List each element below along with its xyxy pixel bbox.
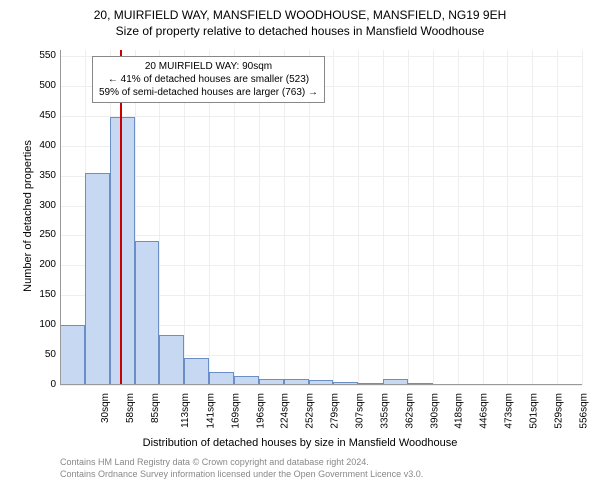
- attribution-line1: Contains HM Land Registry data © Crown c…: [60, 457, 423, 469]
- x-tick-label: 473sqm: [504, 393, 515, 429]
- y-tick-label: 450: [28, 110, 56, 121]
- callout-line1: 20 MUIRFIELD WAY: 90sqm: [99, 60, 318, 73]
- x-tick-label: 113sqm: [180, 393, 191, 428]
- gridline-v: [532, 50, 533, 385]
- x-tick-label: 446sqm: [479, 393, 490, 429]
- gridline-v: [507, 50, 508, 385]
- x-tick-label: 556sqm: [578, 393, 589, 429]
- y-tick-label: 550: [28, 50, 56, 61]
- y-tick-label: 100: [28, 319, 56, 330]
- y-axis-line: [60, 50, 61, 385]
- x-tick-label: 362sqm: [404, 393, 415, 429]
- x-tick-label: 196sqm: [255, 393, 266, 429]
- histogram-bar: [184, 358, 209, 385]
- x-tick-label: 418sqm: [454, 393, 465, 429]
- gridline-h: [60, 206, 582, 207]
- histogram-bar: [135, 241, 160, 385]
- y-axis-label: Number of detached properties: [22, 126, 34, 306]
- x-tick-label: 501sqm: [529, 393, 540, 429]
- x-tick-label: 307sqm: [355, 393, 366, 429]
- x-tick-label: 169sqm: [230, 393, 241, 429]
- x-tick-label: 252sqm: [305, 393, 316, 429]
- x-tick-label: 529sqm: [553, 393, 564, 429]
- x-tick-label: 224sqm: [280, 393, 291, 429]
- title-main: 20, MUIRFIELD WAY, MANSFIELD WOODHOUSE, …: [0, 0, 600, 22]
- attribution: Contains HM Land Registry data © Crown c…: [60, 457, 423, 480]
- gridline-v: [433, 50, 434, 385]
- y-tick-label: 300: [28, 200, 56, 211]
- callout-line3: 59% of semi-detached houses are larger (…: [99, 86, 318, 99]
- y-tick-label: 50: [28, 349, 56, 360]
- y-tick-label: 400: [28, 140, 56, 151]
- histogram-bar: [110, 117, 135, 385]
- y-tick-label: 200: [28, 259, 56, 270]
- histogram-bar: [85, 173, 110, 385]
- callout-box: 20 MUIRFIELD WAY: 90sqm ← 41% of detache…: [92, 56, 325, 103]
- y-tick-label: 150: [28, 289, 56, 300]
- x-tick-label: 58sqm: [125, 393, 136, 423]
- chart-container: 20, MUIRFIELD WAY, MANSFIELD WOODHOUSE, …: [0, 0, 600, 500]
- gridline-v: [333, 50, 334, 385]
- x-tick-label: 279sqm: [330, 393, 341, 429]
- gridline-v: [408, 50, 409, 385]
- x-tick-label: 335sqm: [379, 393, 390, 429]
- gridline-h: [60, 235, 582, 236]
- gridline-h: [60, 385, 582, 386]
- y-tick-label: 0: [28, 379, 56, 390]
- x-tick-label: 390sqm: [429, 393, 440, 429]
- y-tick-label: 350: [28, 170, 56, 181]
- x-tick-label: 85sqm: [150, 393, 161, 423]
- x-tick-label: 141sqm: [205, 393, 216, 429]
- y-tick-label: 250: [28, 229, 56, 240]
- histogram-bar: [60, 325, 85, 385]
- gridline-v: [483, 50, 484, 385]
- gridline-h: [60, 176, 582, 177]
- gridline-v: [582, 50, 583, 385]
- y-tick-label: 500: [28, 80, 56, 91]
- title-sub: Size of property relative to detached ho…: [0, 22, 600, 38]
- x-tick-label: 30sqm: [100, 393, 111, 423]
- callout-line2: ← 41% of detached houses are smaller (52…: [99, 73, 318, 86]
- gridline-v: [358, 50, 359, 385]
- x-axis-line: [60, 384, 582, 385]
- gridline-v: [557, 50, 558, 385]
- x-axis-label: Distribution of detached houses by size …: [0, 437, 600, 449]
- gridline-v: [458, 50, 459, 385]
- gridline-h: [60, 116, 582, 117]
- gridline-v: [383, 50, 384, 385]
- gridline-h: [60, 146, 582, 147]
- attribution-line2: Contains Ordnance Survey information lic…: [60, 469, 423, 481]
- histogram-bar: [159, 335, 184, 385]
